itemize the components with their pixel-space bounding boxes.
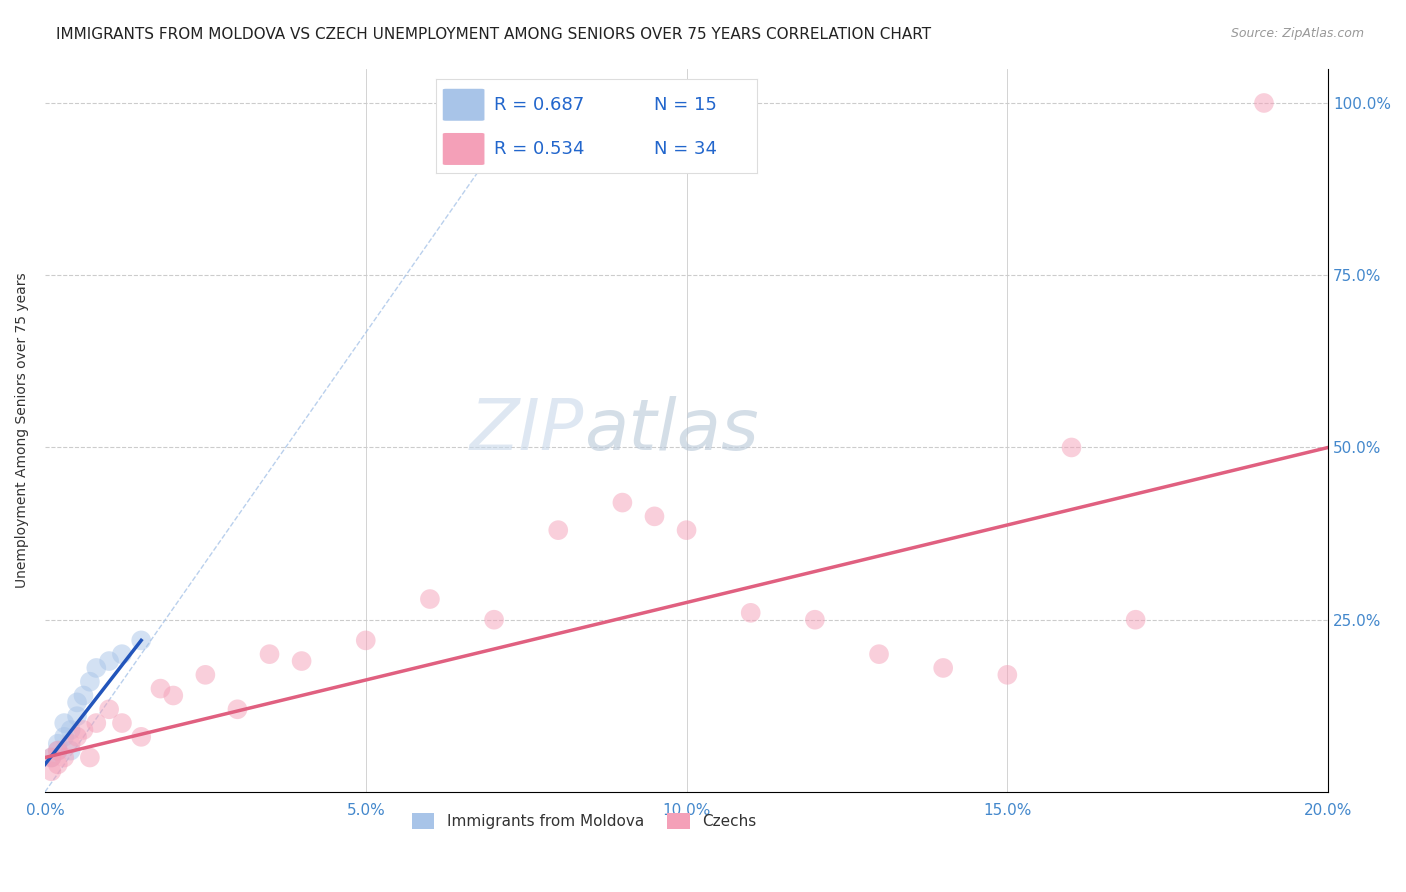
Point [932,661,955,675]
Point [226,702,249,716]
Point [129,633,152,648]
Point [72,689,94,703]
Point [1125,613,1147,627]
Point [675,523,697,537]
Point [66,695,89,709]
Point [59,744,82,758]
Point [84,661,107,675]
Point [41,764,63,779]
Point [612,495,634,509]
Point [59,737,82,751]
Point [98,702,121,716]
Point [740,606,762,620]
Point [162,689,184,703]
Point [1253,95,1275,110]
Point [354,633,377,648]
Y-axis label: Unemployment Among Seniors over 75 years: Unemployment Among Seniors over 75 years [15,272,30,588]
Point [98,654,121,668]
Point [129,730,152,744]
Point [111,647,134,661]
Text: ZIP: ZIP [470,396,583,465]
Point [72,723,94,737]
Point [547,523,569,537]
Point [111,716,134,731]
Text: Source: ZipAtlas.com: Source: ZipAtlas.com [1230,27,1364,40]
Point [46,737,69,751]
Point [53,750,76,764]
Point [868,647,890,661]
Point [419,592,441,607]
Point [149,681,172,696]
Point [643,509,665,524]
Point [41,750,63,764]
Point [194,668,217,682]
Point [53,716,76,731]
Point [1060,441,1083,455]
Point [804,613,827,627]
Point [46,744,69,758]
Point [291,654,314,668]
Text: IMMIGRANTS FROM MOLDOVA VS CZECH UNEMPLOYMENT AMONG SENIORS OVER 75 YEARS CORREL: IMMIGRANTS FROM MOLDOVA VS CZECH UNEMPLO… [56,27,931,42]
Point [41,750,63,764]
Point [66,730,89,744]
Point [66,709,89,723]
Point [84,716,107,731]
Point [46,757,69,772]
Point [59,723,82,737]
Point [995,668,1018,682]
Point [259,647,281,661]
Point [53,730,76,744]
Point [79,674,101,689]
Point [79,750,101,764]
Text: atlas: atlas [583,396,758,465]
Point [46,744,69,758]
Point [482,613,505,627]
Legend: Immigrants from Moldova, Czechs: Immigrants from Moldova, Czechs [405,806,762,835]
